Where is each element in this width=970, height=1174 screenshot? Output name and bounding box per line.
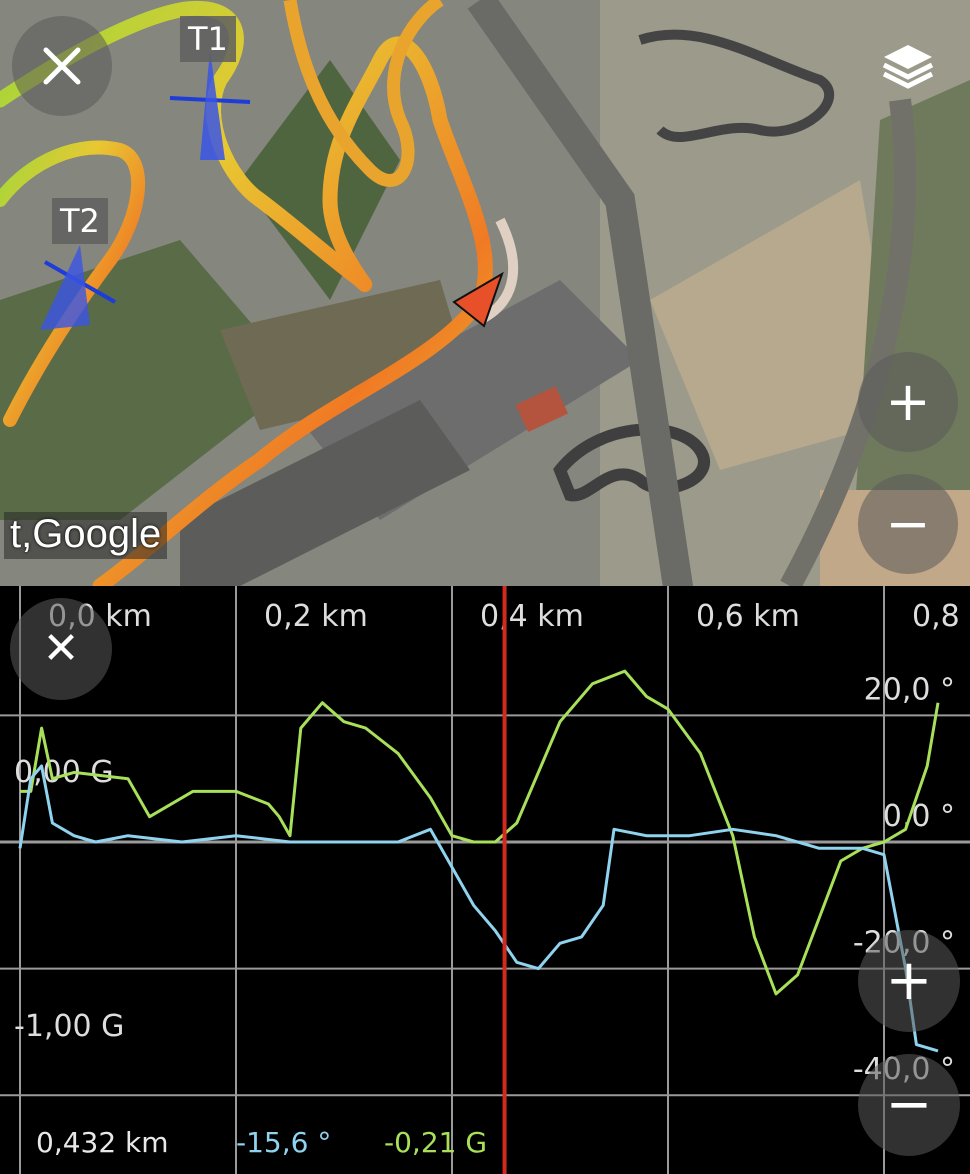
plus-icon: +: [885, 948, 933, 1013]
chart-zoom-in-button[interactable]: +: [858, 930, 960, 1032]
close-icon: ✕: [42, 623, 80, 674]
chart-canvas: 0,0 km0,2 km0,4 km0,6 km0,8 km 0,00 G-1,…: [0, 586, 970, 1174]
attribution-prefix: t,: [10, 512, 33, 556]
x-tick-labels: 0,0 km0,2 km0,4 km0,6 km0,8 km: [48, 599, 970, 634]
corner-label-t1: T1: [180, 16, 236, 62]
readout-g-force: -0,21 G: [384, 1126, 488, 1159]
close-chart-button[interactable]: ✕: [10, 598, 112, 700]
satellite-imagery: [0, 0, 970, 586]
close-map-button[interactable]: [12, 16, 112, 116]
map-zoom-out-button[interactable]: −: [858, 474, 958, 574]
chart-series: [18, 669, 940, 1053]
x-tick-label-2: 0,4 km: [480, 599, 584, 634]
track-map[interactable]: T1 T2 + − t,Google: [0, 0, 970, 586]
readout-angle: -15,6 °: [236, 1126, 332, 1159]
minus-icon: −: [885, 1072, 933, 1137]
chart-zoom-out-button[interactable]: −: [858, 1054, 960, 1156]
right-tick-label-1: 0,0 °: [883, 799, 955, 834]
corner-label-t2: T2: [52, 198, 108, 244]
x-tick-label-3: 0,6 km: [696, 599, 800, 634]
layers-icon: [882, 45, 934, 89]
map-layers-button[interactable]: [858, 16, 958, 116]
series-line-1: [18, 764, 939, 1053]
telemetry-chart[interactable]: 0,0 km0,2 km0,4 km0,6 km0,8 km 0,00 G-1,…: [0, 586, 970, 1174]
right-tick-label-0: 20,0 °: [864, 672, 955, 707]
series-line-0: [20, 669, 940, 996]
x-tick-label-4: 0,8 km: [912, 599, 970, 634]
position-marker-icon: [452, 271, 504, 328]
readout-distance: 0,432 km: [36, 1126, 169, 1159]
plus-icon: +: [885, 370, 931, 433]
x-tick-label-1: 0,2 km: [264, 599, 368, 634]
map-zoom-in-button[interactable]: +: [858, 352, 958, 452]
left-axis-tick-labels: 0,00 G-1,00 G: [14, 755, 124, 1044]
close-icon: [43, 47, 81, 85]
chart-grid: [0, 586, 970, 1174]
google-attribution: t,Google: [4, 512, 168, 559]
left-tick-label-1: -1,00 G: [14, 1009, 124, 1044]
google-logo: Google: [32, 512, 162, 556]
minus-icon: −: [885, 492, 931, 555]
